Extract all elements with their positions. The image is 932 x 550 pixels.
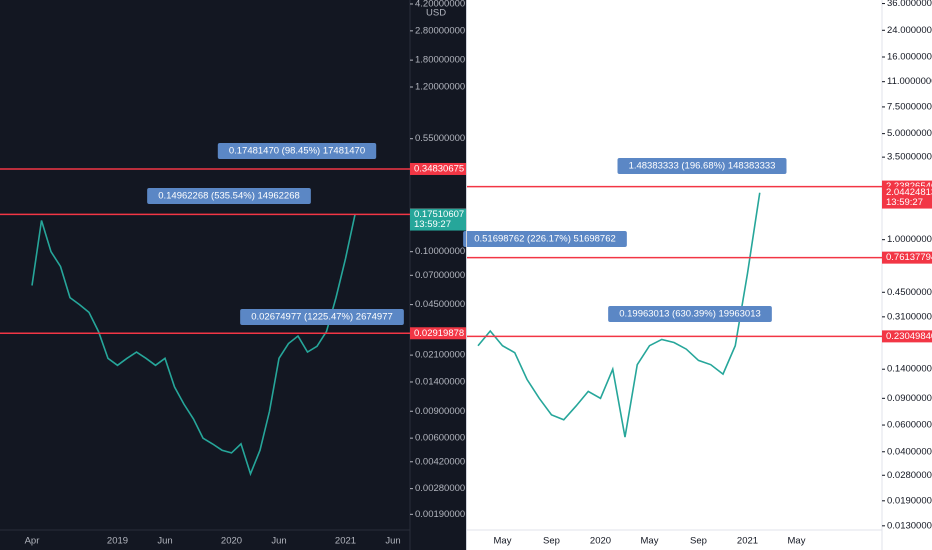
measure-label: 0.19963013 (630.39%) 19963013: [619, 309, 761, 320]
last-price-label: 0.17510607: [414, 209, 464, 220]
x-tick-label: 2020: [221, 536, 242, 547]
y-tick-label: 0.00900000: [415, 406, 465, 417]
x-tick-label: Sep: [690, 536, 707, 547]
level-tag: [410, 327, 466, 340]
measure-box: [147, 188, 311, 204]
measure-label: 0.02674977 (1225.47%) 2674977: [251, 312, 393, 323]
y-tick-label: 1.80000000: [415, 55, 465, 66]
measure-label: 0.17481470 (98.45%) 17481470: [229, 146, 365, 157]
y-tick-label: 0.55000000: [415, 133, 465, 144]
y-tick-label: 16.0000000: [887, 52, 932, 63]
y-tick-label: 4.20000000: [415, 0, 465, 9]
y-tick-label: 1.20000000: [415, 82, 465, 93]
currency-label: USD: [426, 7, 446, 18]
y-tick-label: 24.0000000: [887, 25, 932, 36]
y-tick-label: 0.01300000: [887, 520, 932, 531]
measure-box: [617, 158, 787, 174]
measure-box: [217, 143, 377, 159]
x-tick-label: Sep: [543, 536, 560, 547]
last-price-time: 13:59:27: [414, 219, 451, 230]
y-tick-label: 36.0000000: [887, 0, 932, 9]
y-tick-label: 0.10000000: [415, 246, 465, 257]
measure-label: 0.51698762 (226.17%) 51698762: [474, 234, 616, 245]
last-price-tag: [882, 186, 932, 209]
x-tick-label: May: [641, 536, 659, 547]
x-tick-label: 2019: [107, 536, 128, 547]
y-tick-label: 0.00420000: [415, 456, 465, 467]
x-tick-label: 2020: [590, 536, 611, 547]
y-tick-label: 0.02100000: [415, 350, 465, 361]
x-tick-label: Jun: [271, 536, 286, 547]
level-tag-label: 0.76137794: [886, 252, 932, 263]
measure-label: 0.14962268 (535.54%) 14962268: [158, 191, 300, 202]
x-tick-label: Jun: [157, 536, 172, 547]
measure-label: 1.48383333 (196.68%) 148383333: [629, 161, 776, 172]
level-tag: [410, 162, 466, 175]
price-line: [31, 214, 356, 477]
x-tick-label: May: [788, 536, 806, 547]
measure-box: [463, 231, 627, 247]
level-tag-label: 0.23049840: [886, 331, 932, 342]
x-tick-label: Apr: [25, 536, 40, 547]
level-tag: [882, 330, 932, 343]
level-tag: [882, 251, 932, 264]
y-tick-label: 2.80000000: [415, 25, 465, 36]
chart-background: [467, 0, 932, 550]
x-tick-label: 2021: [737, 536, 758, 547]
last-price-label: 2.04424813: [886, 187, 932, 198]
y-tick-label: 11.0000000: [887, 76, 932, 87]
x-tick-label: May: [494, 536, 512, 547]
level-tag-label: 0.02919878: [414, 328, 464, 339]
measure-box: [608, 306, 772, 322]
y-tick-label: 0.00190000: [415, 509, 465, 520]
level-tag-label: 0.34830675: [414, 163, 464, 174]
x-tick-label: Jun: [385, 536, 400, 547]
y-tick-label: 0.00280000: [415, 483, 465, 494]
measure-box: [240, 309, 404, 325]
last-price-time: 13:59:27: [886, 197, 923, 208]
y-tick-label: 0.00600000: [415, 433, 465, 444]
chart-background: [0, 0, 466, 550]
y-tick-label: 0.07000000: [415, 270, 465, 281]
x-tick-label: 2021: [335, 536, 356, 547]
price-line: [477, 192, 761, 438]
y-tick-label: 0.04500000: [415, 299, 465, 310]
last-price-tag: [410, 208, 466, 231]
y-tick-label: 0.01400000: [415, 376, 465, 387]
